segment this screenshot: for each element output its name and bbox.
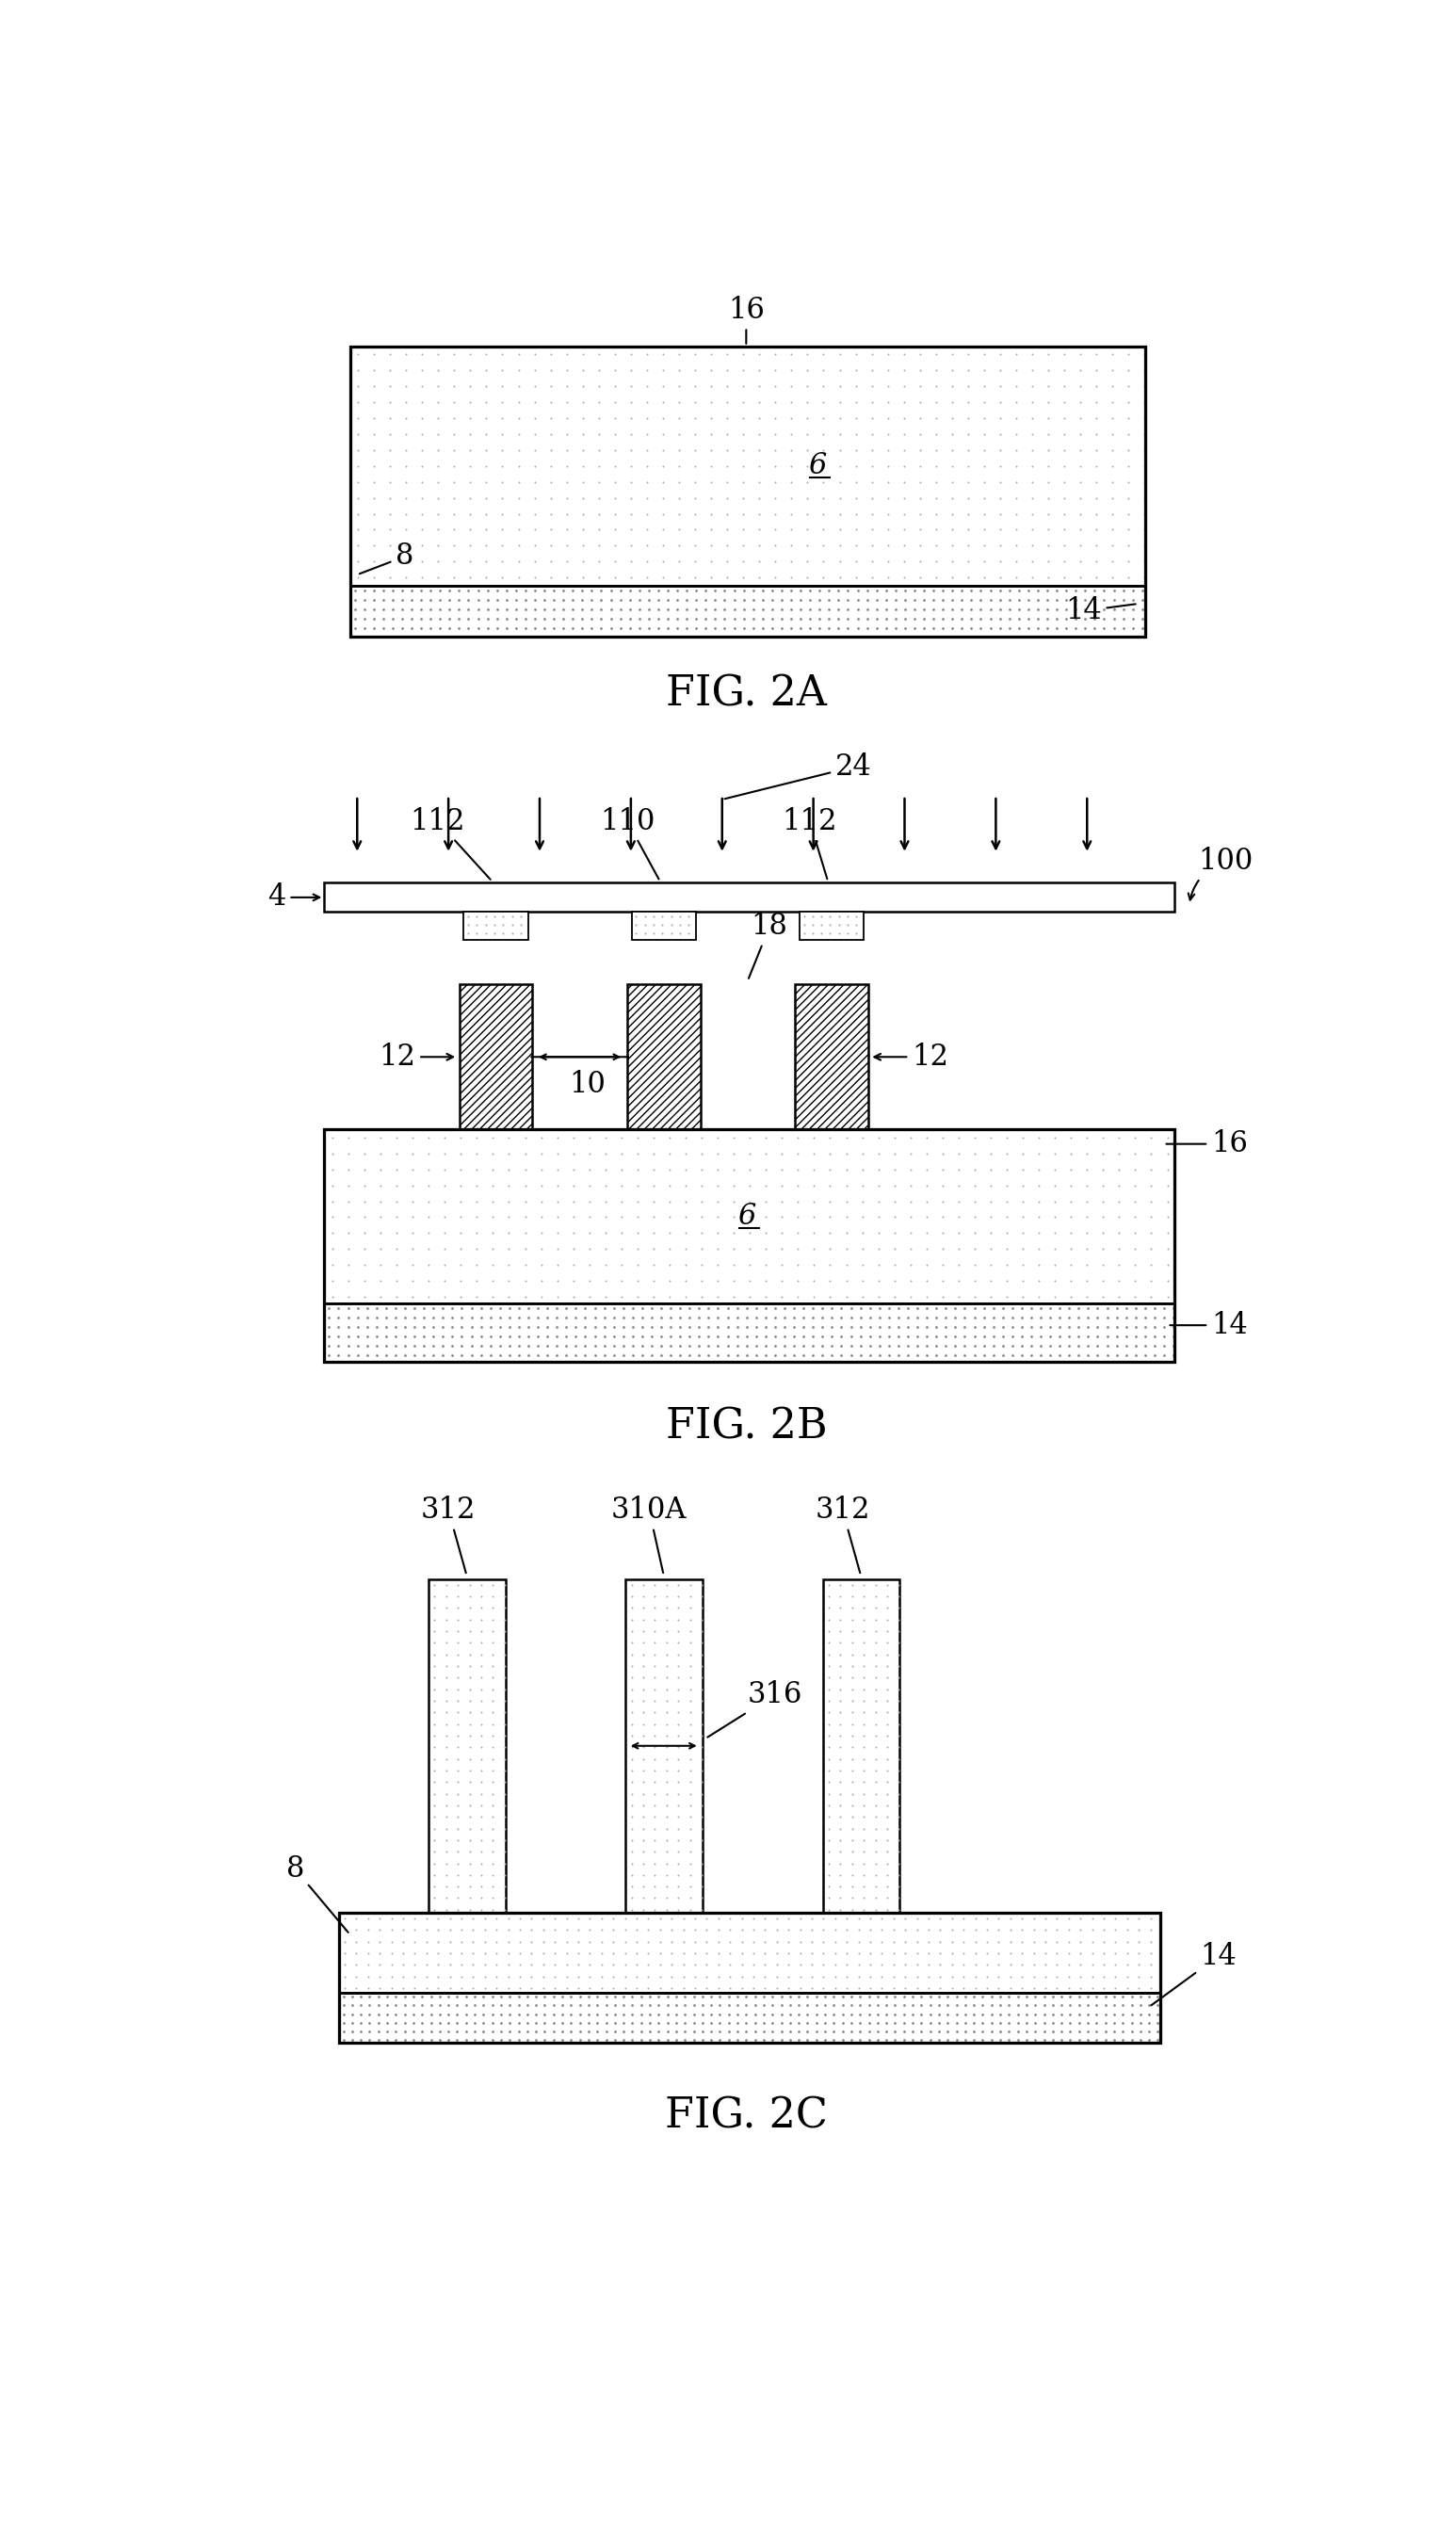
Bar [632, 911, 696, 939]
Bar [325, 1130, 1175, 1304]
Bar [325, 1304, 1175, 1362]
Text: 12: 12 [379, 1042, 453, 1072]
Text: 6: 6 [737, 1201, 756, 1231]
Bar [795, 984, 868, 1130]
Text: 112: 112 [411, 807, 491, 881]
Text: 14: 14 [1066, 595, 1136, 626]
Text: 100: 100 [1188, 848, 1254, 901]
Bar [325, 1130, 1175, 1362]
Bar [626, 1579, 702, 1912]
Bar [339, 1993, 1160, 2044]
Text: 112: 112 [782, 807, 837, 878]
Text: 8: 8 [360, 542, 414, 573]
Text: 16: 16 [1166, 1130, 1248, 1158]
Bar [823, 1579, 900, 1912]
Text: 312: 312 [815, 1496, 871, 1572]
Bar [459, 984, 533, 1130]
Text: 4: 4 [268, 883, 319, 911]
Bar [339, 1912, 1160, 2044]
Text: 16: 16 [728, 295, 764, 343]
Text: 310A: 310A [612, 1496, 687, 1572]
Bar [463, 911, 529, 939]
Text: 6: 6 [808, 452, 826, 479]
Bar [325, 883, 1175, 911]
Text: 10: 10 [569, 1070, 606, 1100]
Bar [799, 911, 863, 939]
Text: 316: 316 [708, 1680, 802, 1738]
Bar [339, 1912, 1160, 1993]
Bar [428, 1579, 505, 1912]
Text: FIG. 2A: FIG. 2A [665, 674, 827, 714]
Bar [349, 585, 1146, 636]
Text: FIG. 2B: FIG. 2B [665, 1405, 827, 1448]
Text: FIG. 2C: FIG. 2C [665, 2094, 827, 2137]
Text: 8: 8 [285, 1854, 348, 1933]
Text: 14: 14 [1171, 1309, 1248, 1340]
Text: 110: 110 [600, 807, 658, 878]
Text: 12: 12 [875, 1042, 948, 1072]
Text: 312: 312 [421, 1496, 476, 1572]
Text: 14: 14 [1152, 1943, 1236, 2006]
Bar [349, 346, 1146, 636]
Bar [628, 984, 700, 1130]
Bar [349, 346, 1146, 585]
Text: 18: 18 [748, 911, 788, 979]
Text: 24: 24 [725, 752, 872, 800]
